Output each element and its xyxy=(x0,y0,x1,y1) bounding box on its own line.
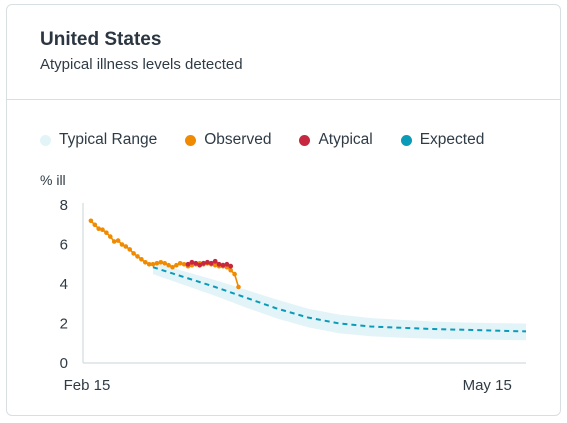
atypical-point[interactable] xyxy=(208,260,214,266)
atypical-point[interactable] xyxy=(197,262,203,268)
observed-point[interactable] xyxy=(228,267,233,273)
illness-card: United States Atypical illness levels de… xyxy=(6,4,561,416)
observed-point[interactable] xyxy=(158,260,164,265)
legend-swatch-observed xyxy=(185,134,197,146)
observed-point[interactable] xyxy=(150,262,156,267)
legend-item-expected[interactable]: Expected xyxy=(400,131,485,149)
typical-range-band xyxy=(153,262,526,341)
observed-point[interactable] xyxy=(139,257,144,262)
observed-point[interactable] xyxy=(154,261,160,266)
expected-line xyxy=(152,266,527,333)
legend-swatch-atypical xyxy=(299,134,311,146)
observed-point[interactable] xyxy=(170,264,175,270)
observed-point[interactable] xyxy=(212,262,218,268)
observed-point[interactable] xyxy=(127,247,132,252)
observed-point[interactable] xyxy=(104,230,109,235)
observed-point[interactable] xyxy=(111,239,117,244)
atypical-point[interactable] xyxy=(220,262,226,268)
observed-point[interactable] xyxy=(123,244,129,249)
chart-legend: Typical Range Observed Atypical Expected xyxy=(40,131,484,149)
y-tick-label: 4 xyxy=(60,276,68,293)
card-header: United States Atypical illness levels de… xyxy=(7,5,560,100)
legend-item-observed[interactable]: Observed xyxy=(185,131,271,149)
atypical-point[interactable] xyxy=(201,260,206,266)
observed-point[interactable] xyxy=(143,260,148,265)
observed-point[interactable] xyxy=(115,238,121,243)
y-axis-title: % ill xyxy=(40,172,66,188)
y-tick-label: 0 xyxy=(60,355,68,372)
observed-point[interactable] xyxy=(181,262,187,267)
atypical-point[interactable] xyxy=(216,261,222,267)
observed-point[interactable] xyxy=(146,262,152,267)
observed-point[interactable] xyxy=(135,254,140,259)
observed-point[interactable] xyxy=(162,261,167,266)
legend-label-typical-range: Typical Range xyxy=(59,131,158,148)
card-title: United States xyxy=(40,29,162,50)
legend-label-expected: Expected xyxy=(419,131,485,148)
legend-item-typical-range[interactable]: Typical Range xyxy=(40,131,157,149)
observed-point[interactable] xyxy=(131,251,136,256)
legend-swatch-expected xyxy=(400,134,412,146)
observed-point[interactable] xyxy=(88,218,94,224)
atypical-point[interactable] xyxy=(189,259,195,265)
atypical-point[interactable] xyxy=(193,260,199,266)
observed-point[interactable] xyxy=(166,262,171,268)
y-tick-label: 8 xyxy=(60,197,68,214)
atypical-point[interactable] xyxy=(185,261,191,267)
atypical-point[interactable] xyxy=(228,263,234,269)
legend-label-observed: Observed xyxy=(204,131,272,148)
legend-swatch-typical-range xyxy=(40,134,51,146)
observed-point[interactable] xyxy=(232,271,237,277)
observed-point[interactable] xyxy=(100,227,105,232)
observed-point[interactable] xyxy=(177,261,183,266)
x-tick-label: May 15 xyxy=(463,377,512,394)
y-tick-label: 2 xyxy=(60,316,68,333)
x-tick-label: Feb 15 xyxy=(64,377,111,394)
legend-label-atypical: Atypical xyxy=(318,131,373,148)
observed-point[interactable] xyxy=(119,242,125,247)
observed-point[interactable] xyxy=(174,262,179,268)
y-tick-label: 6 xyxy=(60,237,68,254)
legend-item-atypical[interactable]: Atypical xyxy=(299,131,373,149)
atypical-point[interactable] xyxy=(212,258,218,264)
observed-point[interactable] xyxy=(96,226,101,231)
observed-point[interactable] xyxy=(92,222,98,228)
observed-point[interactable] xyxy=(108,234,113,239)
atypical-point[interactable] xyxy=(224,261,230,267)
card-subtitle: Atypical illness levels detected xyxy=(40,56,243,73)
observed-point[interactable] xyxy=(236,284,241,290)
atypical-point[interactable] xyxy=(205,259,210,265)
